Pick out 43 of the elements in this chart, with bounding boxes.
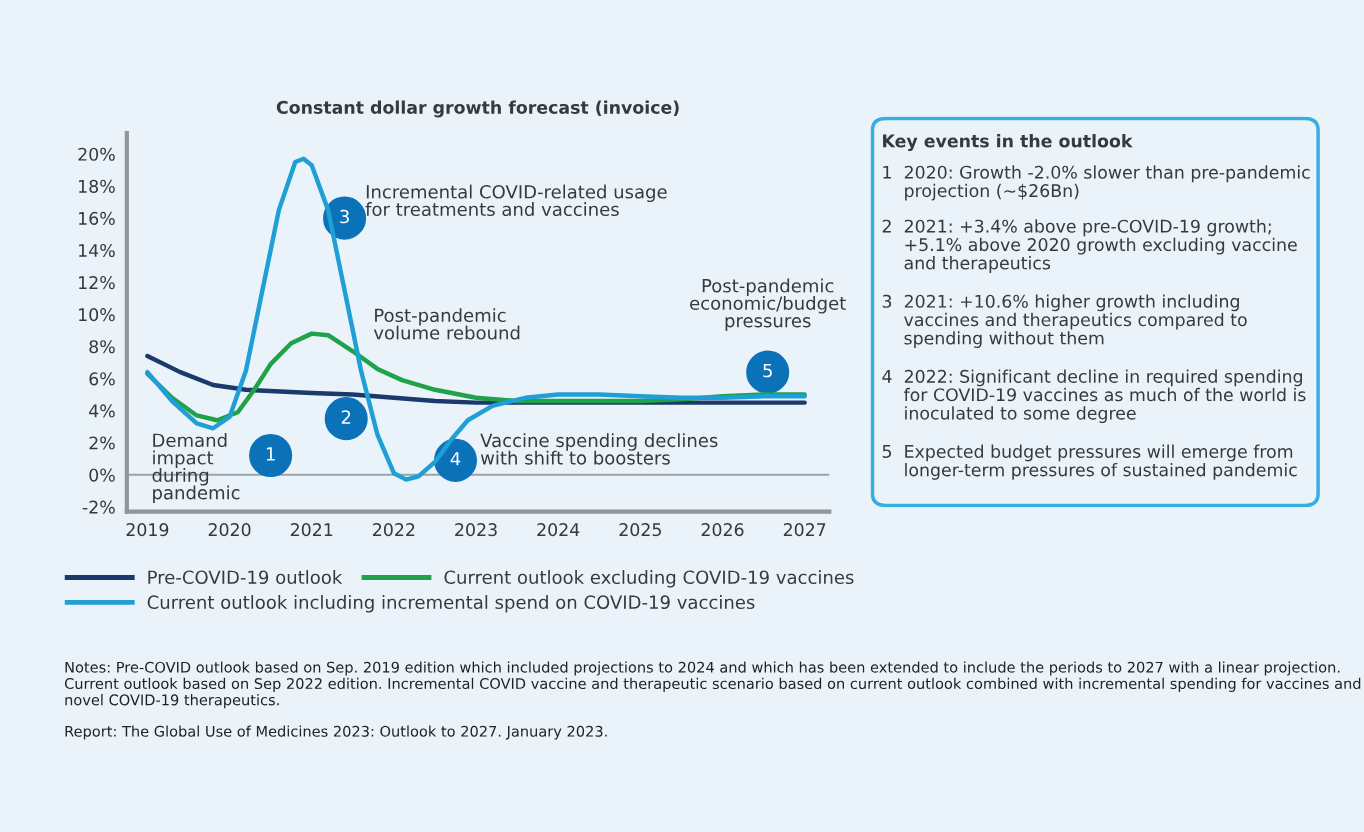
y-tick-label: 20% — [78, 147, 115, 161]
x-tick-label: 2019 — [126, 523, 169, 537]
annotation: 2 — [341, 410, 351, 424]
text: 1 2020: Growth -2.0% slower than pre-pandemic projection (~$26Bn) — [883, 165, 1310, 201]
y-tick-label: 8% — [89, 340, 115, 354]
text: 5 Expected budget pressures will emerge from longer-term pressures of sustained pandemic — [882, 444, 1297, 480]
annotation: Post-pandemic volume rebound — [373, 308, 520, 340]
x-tick-label: 2023 — [455, 523, 497, 537]
annotation: 4 — [450, 452, 461, 466]
y-tick-label: 16% — [79, 211, 115, 225]
y-tick-label: 0% — [89, 468, 115, 482]
y-tick-label: 2% — [89, 436, 115, 450]
annotation: 5 — [763, 363, 772, 378]
x-tick-label: 2025 — [619, 523, 661, 537]
y-tick-label: 6% — [89, 372, 115, 386]
annotation: Post-pandemic economic/budget pressures — [690, 278, 846, 331]
y-tick-label: 14% — [79, 243, 115, 258]
annotation: 3 — [340, 209, 349, 224]
legend-label: Current outlook excluding COVID-19 vaccines — [444, 570, 854, 588]
legend-label: Pre-COVID-19 outlook — [148, 570, 343, 585]
text: Key events in the outlook — [883, 134, 1133, 152]
y-tick-label: 10% — [79, 308, 115, 322]
text: 3 2021: +10.6% higher growth including vaccines and therapeutics compared to spending without them — [882, 294, 1247, 348]
annotation: Vaccine spending declines with shift to boosters — [480, 433, 718, 465]
text: 2 2021: +3.4% above pre-COVID-19 growth; +5.1% above 2020 growth excluding vaccine and therapeutics — [882, 219, 1297, 273]
legend-label: Current outlook including incremental spend on COVID-19 vaccines — [147, 595, 755, 613]
y-tick-label: -2% — [82, 500, 115, 514]
x-tick-label: 2024 — [537, 523, 580, 537]
annotation: Demand impact during pandemic — [152, 433, 240, 503]
y-tick-label: 18% — [79, 179, 115, 193]
x-tick-label: 2027 — [783, 523, 826, 537]
annotation: 1 — [266, 447, 275, 461]
text: Notes: Pre-COVID outlook based on Sep. 2019 edition which included projections to 2024 and which has been extended to include the periods to 2027 with a linear projection. Current outlook based on Sep 2022 edition. Incremental COVID vaccine and therapeutic scenario based on current outlook combined with incremental spending for vaccines and novel COVID-19 therapeutics. — [64, 661, 1361, 709]
chart-title: Constant dollar growth forecast (invoice) — [276, 100, 679, 118]
text: Report: The Global Use of Medicines 2023: Outlook to 2027. January 2023. — [65, 725, 607, 740]
x-tick-label: 2022 — [373, 523, 415, 537]
y-tick-label: 4% — [89, 404, 115, 418]
x-tick-label: 2021 — [290, 523, 333, 537]
x-tick-label: 2026 — [701, 523, 744, 537]
x-tick-label: 2020 — [208, 523, 251, 537]
text: 4 2022: Significant decline in required spending for COVID-19 vaccines as much of the world is inoculated to some degree — [882, 369, 1306, 424]
y-tick-label: 12% — [79, 276, 115, 290]
annotation: Incremental COVID-related usage for treatments and vaccines — [365, 184, 667, 217]
